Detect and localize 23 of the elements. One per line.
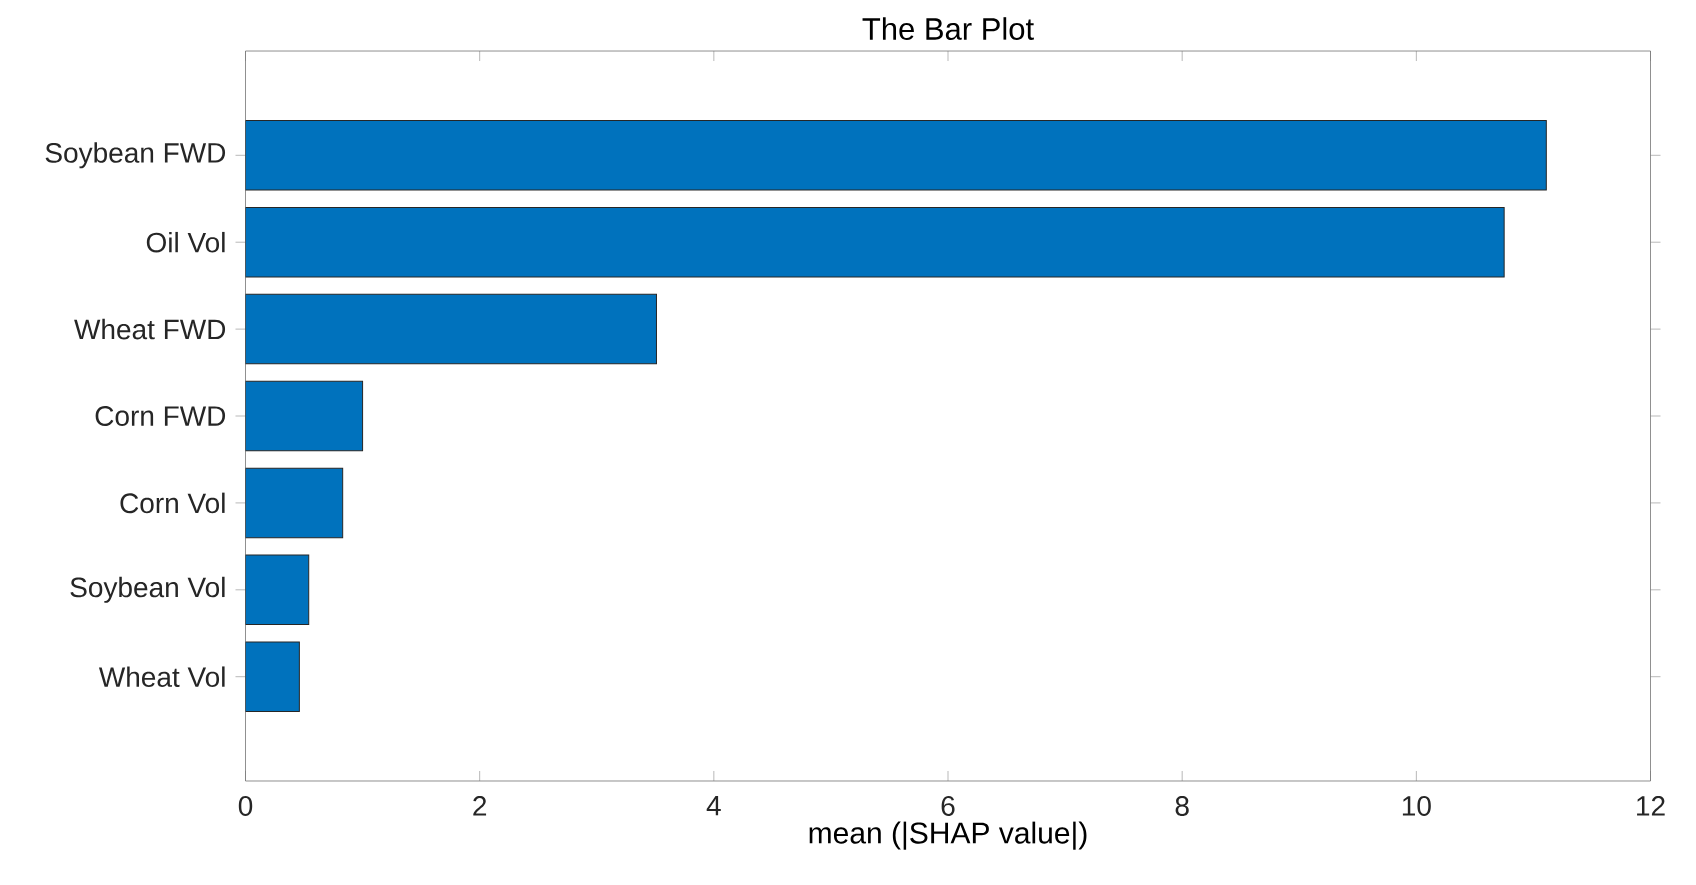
x-tick-label: 8 xyxy=(1175,796,1189,816)
y-tick-label: Wheat FWD xyxy=(74,318,226,340)
bar xyxy=(245,293,657,365)
y-tick-label: Soybean Vol xyxy=(70,576,225,603)
x-tick-label: 6 xyxy=(941,796,955,816)
x-tick-label: 10 xyxy=(1402,796,1431,816)
x-tick-label: 12 xyxy=(1637,796,1665,816)
y-tick-label: Soybean FWD xyxy=(45,142,226,169)
x-tick-label: 4 xyxy=(706,796,721,816)
chart-title: The Bar Plot xyxy=(862,17,1034,40)
bar xyxy=(245,554,310,626)
x-tick-label: 0 xyxy=(238,796,253,816)
bar xyxy=(245,206,1505,278)
x-axis-title: mean (|SHAP value|) xyxy=(809,821,1087,850)
bar xyxy=(245,467,344,539)
bar xyxy=(245,120,1547,191)
y-tick-label: Corn FWD xyxy=(95,406,226,426)
x-tick-label: 2 xyxy=(473,796,487,816)
y-tick-label: Oil Vol xyxy=(146,231,225,253)
y-tick-label: Wheat Vol xyxy=(98,666,225,688)
bar xyxy=(245,380,364,452)
bar xyxy=(245,641,300,712)
y-tick-label: Corn Vol xyxy=(120,492,225,514)
